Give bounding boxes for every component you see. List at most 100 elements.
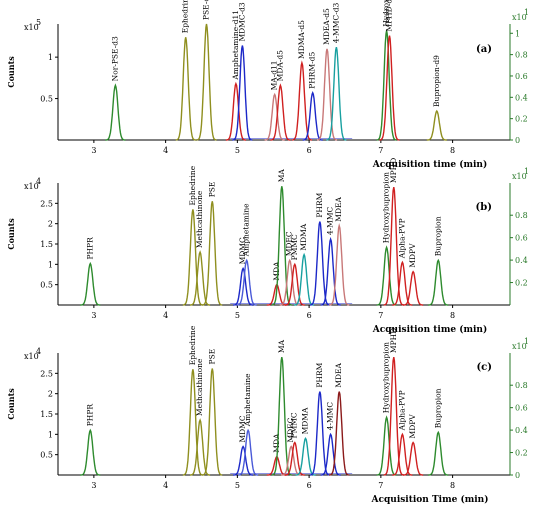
x-tick-label: 7 bbox=[378, 146, 383, 155]
y-scale-multiplier: x10 bbox=[24, 182, 39, 191]
x-axis-label: Acquisition Time (min) bbox=[371, 494, 489, 505]
x-tick-label: 5 bbox=[235, 311, 240, 320]
peak-label: Ephedrine bbox=[188, 325, 197, 365]
peak-trace bbox=[80, 261, 101, 306]
panel-label: (b) bbox=[476, 202, 492, 213]
peak-trace bbox=[264, 92, 285, 141]
peak-trace bbox=[236, 258, 257, 306]
y-scale-multiplier: x10 bbox=[24, 23, 39, 32]
y-tick-label: 1 bbox=[48, 53, 53, 62]
peak-label: Methcathinone bbox=[195, 190, 204, 248]
right-tick-label: 0.8 bbox=[515, 381, 528, 390]
peak-label: MA bbox=[277, 169, 286, 183]
peak-label: MDEC bbox=[285, 231, 294, 256]
peak-label: PMMC bbox=[290, 234, 299, 260]
right-tick-label: 0.8 bbox=[515, 211, 528, 220]
peak-label: PHPR bbox=[85, 404, 94, 427]
x-tick-label: 5 bbox=[235, 481, 240, 490]
peak-label: Bupropion-d9 bbox=[432, 55, 441, 107]
peak-label: Hydroxybupropion bbox=[382, 172, 391, 243]
peak-label: PMMC bbox=[290, 412, 299, 438]
peak-trace bbox=[376, 30, 397, 141]
peak-label: PSE bbox=[207, 349, 216, 365]
x-tick-label: 8 bbox=[450, 481, 455, 490]
x-tick-label: 4 bbox=[163, 481, 168, 490]
peak-label: MDA bbox=[272, 433, 281, 453]
right-tick-label: 0.4 bbox=[515, 426, 528, 435]
peak-label: 4-MMC-d3 bbox=[331, 2, 340, 43]
right-tick-label: 0.2 bbox=[515, 279, 528, 288]
x-tick-label: 3 bbox=[91, 311, 96, 320]
x-axis-label: Acquisition time (min) bbox=[372, 159, 487, 170]
peak-label: MDMC bbox=[238, 237, 247, 264]
peak-trace bbox=[426, 109, 447, 141]
y-tick-label: 0.5 bbox=[40, 281, 53, 290]
y-tick-label: 2 bbox=[48, 390, 53, 399]
peak-trace bbox=[225, 81, 246, 141]
x-tick-label: 6 bbox=[307, 481, 312, 490]
peak-trace bbox=[190, 418, 211, 476]
right-tick-label: 0.4 bbox=[515, 256, 528, 265]
peak-label: MPHD bbox=[389, 158, 398, 183]
peak-label: MDEA bbox=[334, 197, 343, 222]
peak-trace bbox=[232, 45, 253, 141]
right-scale-exponent: 1 bbox=[524, 337, 529, 346]
x-tick-label: 5 bbox=[235, 146, 240, 155]
peak-label: MDMC-d3 bbox=[237, 2, 246, 41]
peak-label: PHRM bbox=[315, 362, 324, 387]
x-axis-label: Acquisition time (min) bbox=[372, 324, 487, 335]
peak-trace bbox=[326, 47, 347, 141]
right-tick-label: 0.2 bbox=[515, 449, 528, 458]
peak-trace bbox=[392, 432, 413, 476]
x-tick-label: 6 bbox=[307, 311, 312, 320]
x-tick-label: 7 bbox=[378, 311, 383, 320]
right-tick-label: 0 bbox=[515, 471, 520, 480]
peak-label: Alpha-PVP bbox=[397, 218, 406, 259]
peak-trace bbox=[233, 445, 254, 476]
peak-label: PSE-d3 bbox=[202, 0, 211, 20]
right-scale-multiplier: x10 bbox=[512, 342, 527, 351]
x-tick-label: 4 bbox=[163, 146, 168, 155]
peak-trace bbox=[284, 262, 305, 306]
peak-trace bbox=[316, 48, 338, 141]
peak-trace bbox=[309, 221, 331, 306]
peak-trace bbox=[392, 260, 413, 306]
peak-label: Amphetamine bbox=[242, 203, 251, 257]
y-tick-label: 2 bbox=[48, 220, 53, 229]
peak-label: MDA-d5 bbox=[275, 50, 284, 81]
y-tick-label: 1 bbox=[48, 260, 53, 269]
y-scale-multiplier: x10 bbox=[24, 352, 39, 361]
peak-trace bbox=[80, 428, 101, 476]
peak-trace bbox=[284, 441, 305, 476]
peak-trace bbox=[271, 356, 293, 476]
peak-label: MDEC bbox=[286, 417, 295, 442]
right-tick-label: 1 bbox=[515, 29, 520, 38]
peak-trace bbox=[182, 209, 204, 306]
peak-trace bbox=[403, 441, 424, 476]
right-tick-label: 0.2 bbox=[515, 115, 528, 124]
y-tick-label: 1 bbox=[48, 430, 53, 439]
right-tick-label: 0.4 bbox=[515, 93, 528, 102]
right-tick-label: 0.8 bbox=[515, 51, 528, 60]
peak-label: MDPV bbox=[408, 243, 417, 268]
y-tick-label: 1.5 bbox=[40, 240, 53, 249]
peak-trace bbox=[383, 186, 404, 306]
peak-trace bbox=[182, 369, 204, 476]
peak-trace bbox=[329, 391, 350, 476]
peak-label: MDMC bbox=[238, 415, 247, 442]
right-scale-multiplier: x10 bbox=[512, 13, 527, 22]
peak-trace bbox=[196, 23, 217, 141]
panel-label: (a) bbox=[476, 44, 492, 55]
peak-trace bbox=[428, 258, 449, 306]
peak-trace bbox=[105, 83, 126, 141]
x-tick-label: 8 bbox=[450, 146, 455, 155]
peak-label: Amphetamine bbox=[243, 373, 252, 427]
peak-label: Nor-PSE-d3 bbox=[110, 36, 119, 81]
peak-label: Bupropion bbox=[433, 216, 442, 256]
peak-trace bbox=[376, 245, 397, 306]
peak-label: Ephedrine bbox=[188, 165, 197, 205]
y-tick-label: 2.5 bbox=[40, 369, 53, 378]
peak-trace bbox=[320, 432, 341, 476]
right-scale-multiplier: x10 bbox=[512, 172, 527, 181]
